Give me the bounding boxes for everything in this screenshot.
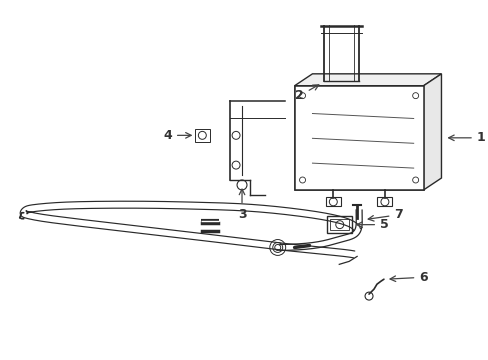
Circle shape bbox=[274, 244, 280, 251]
FancyBboxPatch shape bbox=[326, 216, 351, 233]
Polygon shape bbox=[423, 74, 441, 190]
Circle shape bbox=[232, 131, 240, 139]
Circle shape bbox=[237, 180, 246, 190]
Circle shape bbox=[269, 239, 285, 255]
Text: 6: 6 bbox=[389, 271, 427, 284]
Circle shape bbox=[232, 161, 240, 169]
Circle shape bbox=[272, 243, 282, 252]
FancyBboxPatch shape bbox=[325, 197, 340, 206]
Circle shape bbox=[198, 131, 206, 139]
Circle shape bbox=[328, 198, 337, 206]
Polygon shape bbox=[294, 74, 441, 86]
Text: 2: 2 bbox=[295, 85, 318, 102]
Text: 3: 3 bbox=[237, 189, 246, 221]
Text: 5: 5 bbox=[356, 218, 388, 231]
FancyBboxPatch shape bbox=[377, 197, 391, 206]
Text: 1: 1 bbox=[447, 131, 485, 144]
Bar bbox=[294, 86, 423, 190]
FancyBboxPatch shape bbox=[330, 219, 348, 230]
Circle shape bbox=[380, 198, 388, 206]
Circle shape bbox=[365, 292, 372, 300]
Text: 4: 4 bbox=[163, 129, 191, 142]
Bar bbox=[294, 86, 423, 190]
FancyBboxPatch shape bbox=[195, 129, 209, 142]
Circle shape bbox=[335, 221, 343, 229]
Text: 7: 7 bbox=[367, 208, 402, 221]
